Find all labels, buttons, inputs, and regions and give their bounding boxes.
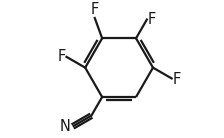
Text: N: N [59,119,70,134]
Text: F: F [58,49,66,64]
Text: F: F [147,12,156,27]
Text: F: F [91,2,99,17]
Text: F: F [172,72,181,87]
